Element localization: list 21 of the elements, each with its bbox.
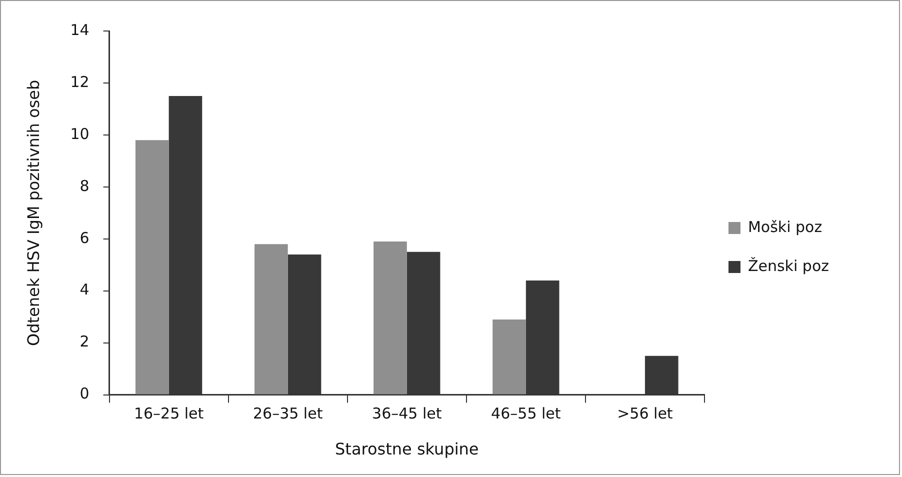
y-tick-label: 2 <box>80 332 90 351</box>
x-axis-title: Starostne skupine <box>335 440 479 459</box>
legend-label: Ženski poz <box>748 256 830 275</box>
x-tick-label: 46–55 let <box>491 404 561 423</box>
x-tick-label: 26–35 let <box>252 404 323 423</box>
y-tick-label: 0 <box>80 384 90 403</box>
x-tick-label: 16–25 let <box>134 404 204 423</box>
x-tick-label: >56 let <box>617 404 673 423</box>
y-tick-label: 10 <box>70 124 90 143</box>
bar <box>254 244 288 394</box>
y-tick-label: 6 <box>80 228 90 247</box>
y-tick-label: 12 <box>70 72 90 91</box>
y-tick-label: 14 <box>70 20 90 39</box>
x-tick-label: 36–45 let <box>372 404 442 423</box>
legend-label: Moški poz <box>748 218 822 236</box>
y-tick-label: 4 <box>80 280 90 299</box>
bar <box>492 319 526 394</box>
bar <box>374 241 407 394</box>
y-axis-title: Odtenek HSV IgM pozitivnih oseb <box>24 80 43 346</box>
bar <box>135 140 169 394</box>
y-tick-label: 8 <box>80 176 90 195</box>
